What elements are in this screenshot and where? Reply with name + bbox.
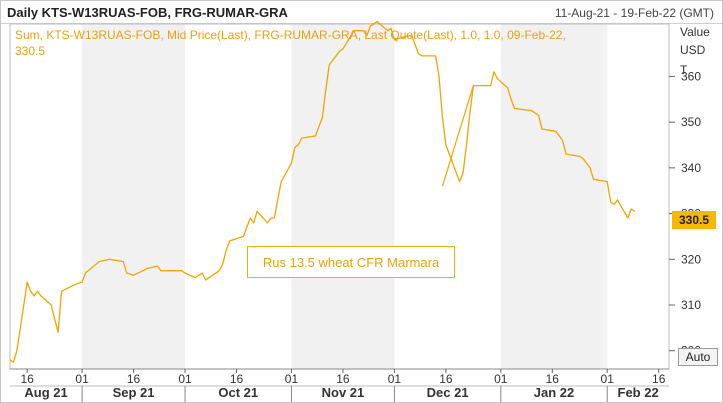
x-tick-label: 16 <box>439 372 453 386</box>
x-tick-label: 16 <box>336 372 350 386</box>
y-tick-label: 360 <box>681 69 701 83</box>
y-tick-label: 350 <box>681 115 701 129</box>
y-tick-label: 340 <box>681 161 701 175</box>
x-tick-label: 16 <box>20 372 34 386</box>
x-tick-label: 16 <box>230 372 244 386</box>
month-label: Nov 21 <box>322 385 365 400</box>
axis-unit-currency: USD <box>680 43 706 57</box>
y-tick-label: 320 <box>681 252 701 266</box>
month-band <box>291 24 395 369</box>
month-label: Dec 21 <box>427 385 469 400</box>
x-tick-label: 01 <box>178 372 192 386</box>
x-tick-label: 01 <box>601 372 615 386</box>
x-tick-label: 16 <box>652 372 666 386</box>
last-value-badge: 330.5 <box>672 211 716 229</box>
date-range[interactable]: 11-Aug-21 - 19-Feb-22 (GMT) <box>554 6 714 20</box>
x-tick-label: 01 <box>75 372 89 386</box>
series-info: Sum, KTS-W13RUAS-FOB, Mid Price(Last), F… <box>15 28 566 58</box>
x-tick-label: 16 <box>546 372 560 386</box>
auto-scale-button[interactable]: Auto <box>678 348 718 366</box>
x-tick-label: 01 <box>494 372 508 386</box>
x-tick-label: 16 <box>127 372 141 386</box>
y-tick-label: 310 <box>681 298 701 312</box>
annotation-connector <box>441 85 474 187</box>
series-line <box>9 20 636 363</box>
month-band <box>82 24 186 369</box>
month-label: Jan 22 <box>534 385 574 400</box>
chart-title: Daily KTS-W13RUAS-FOB, FRG-RUMAR-GRA <box>7 5 288 20</box>
x-tick-label: 01 <box>388 372 402 386</box>
month-label: Sep 21 <box>113 385 155 400</box>
chart-annotation[interactable]: Rus 13.5 wheat CFR Marmara <box>247 246 455 278</box>
month-label: Aug 21 <box>24 385 67 400</box>
axis-unit-value: Value <box>680 25 710 39</box>
month-label: Oct 21 <box>218 385 258 400</box>
month-band <box>500 24 608 369</box>
month-label: Feb 22 <box>618 385 659 400</box>
axis-unit-tonne: T <box>680 63 688 77</box>
x-tick-label: 01 <box>285 372 299 386</box>
